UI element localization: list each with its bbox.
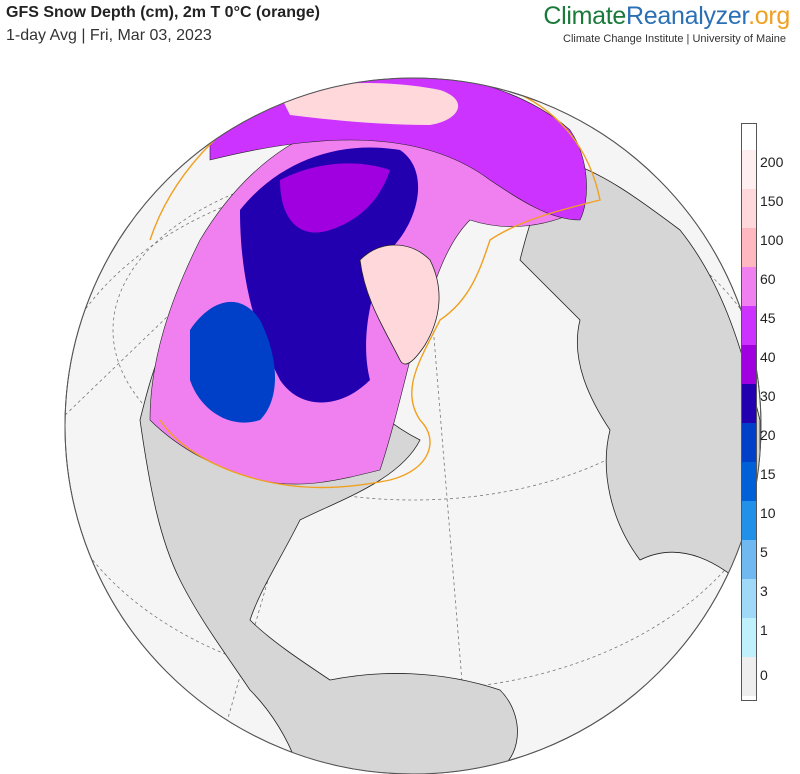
snow-arctic-deep (240, 147, 419, 403)
colorbar-label: 20 (760, 427, 776, 443)
colorbar-swatch (742, 657, 756, 696)
colorbar-label: 150 (760, 193, 784, 209)
brand-affiliation: Climate Change Institute | University of… (563, 33, 786, 45)
colorbar-label: 45 (760, 310, 776, 326)
colorbar-label: 15 (760, 466, 776, 482)
colorbar-label: 5 (760, 544, 768, 560)
colorbar-label: 30 (760, 388, 776, 404)
colorbar (741, 123, 757, 701)
brand-logo[interactable]: ClimateReanalyzer.org (543, 2, 790, 31)
colorbar-label: 1 (760, 622, 768, 638)
colorbar-label: 0 (760, 667, 768, 683)
colorbar-label: 100 (760, 232, 784, 248)
snow-eurasia-light (280, 83, 459, 125)
brand-name-part2: Reanalyzer (626, 2, 749, 30)
colorbar-swatch (742, 267, 756, 306)
colorbar-label: 200 (760, 154, 784, 170)
colorbar-swatch (742, 306, 756, 345)
greenland (359, 244, 440, 365)
colorbar-swatch (742, 618, 756, 657)
colorbar-swatch (742, 345, 756, 384)
snow-canada-blue (190, 301, 275, 423)
colorbar-swatch (742, 384, 756, 423)
brand-name-part3: .org (748, 2, 790, 30)
map-subtitle: 1-day Avg | Fri, Mar 03, 2023 (6, 27, 212, 44)
colorbar-swatch (742, 228, 756, 267)
colorbar-swatch (742, 189, 756, 228)
colorbar-label: 10 (760, 505, 776, 521)
colorbar-labels: 200 150 100 60 45 40 30 20 15 10 5 3 1 0 (760, 123, 800, 701)
colorbar-swatch (742, 423, 756, 462)
colorbar-swatch (742, 462, 756, 501)
colorbar-label: 3 (760, 583, 768, 599)
colorbar-swatch (742, 150, 756, 189)
colorbar-label: 40 (760, 349, 776, 365)
colorbar-swatch (742, 501, 756, 540)
colorbar-swatch (742, 540, 756, 579)
colorbar-swatch (742, 579, 756, 618)
europe-africa-land (519, 159, 761, 601)
brand-name-part1: Climate (543, 2, 627, 30)
colorbar-label: 60 (760, 271, 776, 287)
snow-arctic-mid (280, 163, 390, 233)
map-title: GFS Snow Depth (cm), 2m T 0°C (orange) (6, 4, 320, 21)
